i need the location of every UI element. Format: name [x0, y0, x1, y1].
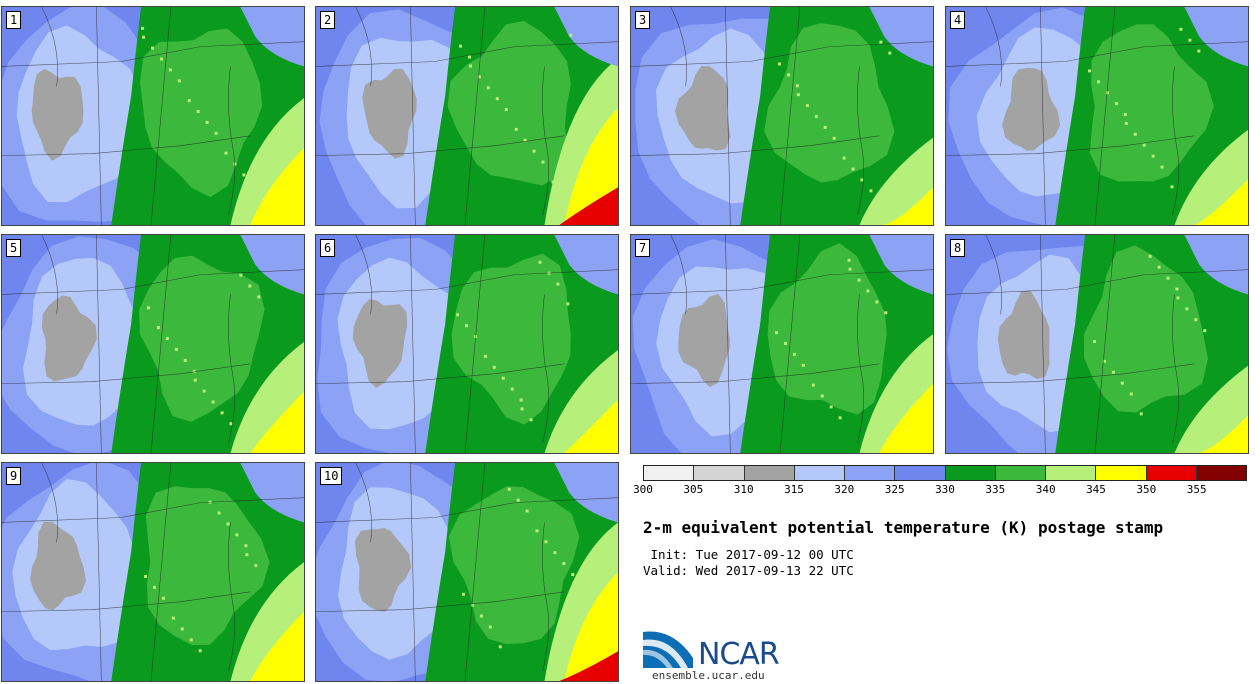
member-map [316, 463, 618, 681]
colorbar-tick: 305 [683, 483, 704, 496]
colorbar-swatch [1146, 466, 1197, 480]
ensemble-member-panel: 5 [1, 234, 305, 454]
member-map [2, 463, 304, 681]
colorbar [643, 465, 1247, 481]
member-map [2, 7, 304, 225]
ensemble-member-panel: 7 [630, 234, 934, 454]
ensemble-member-panel: 2 [315, 6, 619, 226]
colorbar-tick: 345 [1086, 483, 1106, 496]
valid-time: Valid: Wed 2017-09-13 22 UTC [643, 563, 854, 578]
colorbar-swatch [995, 466, 1046, 480]
colorbar-tick: 315 [784, 483, 804, 496]
colorbar-swatch [1096, 466, 1147, 480]
colorbar-tick: 335 [985, 483, 1006, 496]
ncar-logo-text: NCAR [698, 637, 780, 672]
member-map [316, 7, 618, 225]
colorbar-tick: 355 [1186, 483, 1207, 496]
colorbar-swatch [1196, 466, 1246, 480]
colorbar-swatch [794, 466, 845, 480]
colorbar-swatch [845, 466, 896, 480]
ensemble-member-panel: 8 [945, 234, 1249, 454]
member-map [2, 235, 304, 453]
member-map [946, 235, 1248, 453]
member-map [631, 235, 933, 453]
colorbar-swatch [945, 466, 996, 480]
member-map [946, 7, 1248, 225]
ensemble-member-panel: 10 [315, 462, 619, 682]
chart-title: 2-m equivalent potential temperature (K)… [643, 518, 1164, 537]
member-label: 3 [635, 11, 651, 29]
member-label: 8 [950, 239, 966, 257]
ensemble-member-panel: 4 [945, 6, 1249, 226]
member-map [631, 7, 933, 225]
member-label: 9 [6, 467, 22, 485]
member-label: 2 [320, 11, 336, 29]
colorbar-tick: 330 [935, 483, 955, 496]
ensemble-member-panel: 6 [315, 234, 619, 454]
member-label: 4 [950, 11, 966, 29]
colorbar-tick: 325 [884, 483, 905, 496]
colorbar-swatch [694, 466, 745, 480]
ensemble-url: ensemble.ucar.edu [652, 669, 765, 682]
colorbar-tick: 340 [1035, 483, 1056, 496]
member-label: 1 [6, 11, 22, 29]
colorbar-tick: 310 [733, 483, 754, 496]
ensemble-member-panel: 9 [1, 462, 305, 682]
colorbar-tick: 300 [633, 483, 653, 496]
colorbar-tick: 320 [834, 483, 855, 496]
ensemble-member-panel: 1 [1, 6, 305, 226]
member-label: 7 [635, 239, 651, 257]
member-label: 6 [320, 239, 336, 257]
colorbar-swatch [744, 466, 795, 480]
colorbar-swatch [644, 466, 695, 480]
init-time: Init: Tue 2017-09-12 00 UTC [643, 547, 854, 562]
colorbar-swatch [1046, 466, 1097, 480]
member-label: 10 [320, 467, 343, 485]
ncar-logo-icon [643, 631, 693, 668]
colorbar-tick: 350 [1136, 483, 1157, 496]
member-label: 5 [6, 239, 22, 257]
ensemble-member-panel: 3 [630, 6, 934, 226]
member-map [316, 235, 618, 453]
colorbar-swatch [895, 466, 946, 480]
